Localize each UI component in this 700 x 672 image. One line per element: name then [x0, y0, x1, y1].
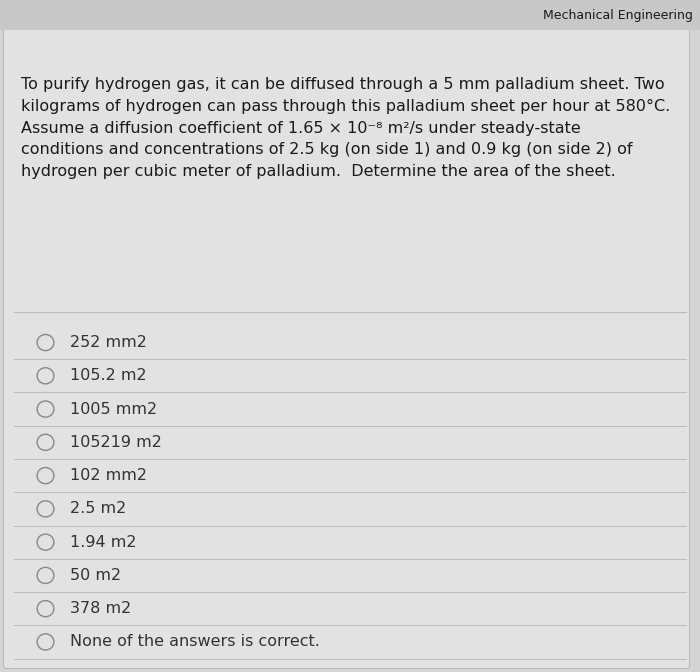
Text: To purify hydrogen gas, it can be diffused through a 5 mm palladium sheet. Two
k: To purify hydrogen gas, it can be diffus…: [21, 77, 671, 179]
Text: 2.5 m2: 2.5 m2: [70, 501, 126, 516]
Text: 102 mm2: 102 mm2: [70, 468, 147, 483]
Text: 105219 m2: 105219 m2: [70, 435, 162, 450]
Text: 1005 mm2: 1005 mm2: [70, 402, 157, 417]
Text: 252 mm2: 252 mm2: [70, 335, 147, 350]
Bar: [0, 0, 700, 30]
Text: None of the answers is correct.: None of the answers is correct.: [70, 634, 320, 649]
Text: 1.94 m2: 1.94 m2: [70, 535, 136, 550]
Text: 105.2 m2: 105.2 m2: [70, 368, 146, 383]
Text: 50 m2: 50 m2: [70, 568, 121, 583]
Text: 378 m2: 378 m2: [70, 601, 132, 616]
FancyBboxPatch shape: [4, 10, 690, 669]
Text: Mechanical Engineering: Mechanical Engineering: [543, 9, 693, 22]
